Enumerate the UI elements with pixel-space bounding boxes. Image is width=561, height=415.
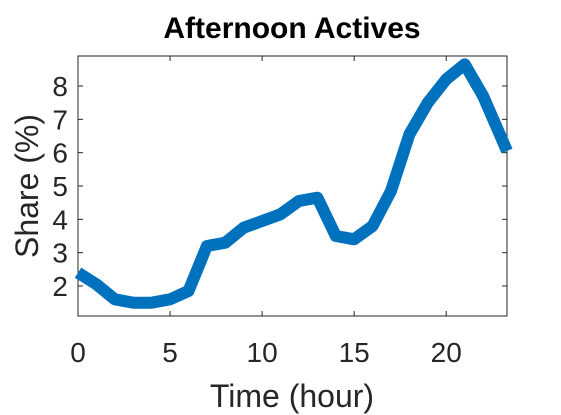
x-tick-label: 5 — [162, 337, 178, 368]
x-tick-label: 20 — [431, 337, 462, 368]
y-tick-label: 8 — [52, 71, 68, 102]
y-tick-label: 2 — [52, 271, 68, 302]
y-tick-label: 5 — [52, 171, 68, 202]
y-tick-label: 3 — [52, 238, 68, 269]
y-axis-label: Share (%) — [9, 114, 45, 258]
x-tick-label: 10 — [247, 337, 278, 368]
y-tick-label: 4 — [52, 204, 68, 235]
x-axis: 0 5 10 15 20 — [70, 56, 462, 368]
x-tick-label: 15 — [339, 337, 370, 368]
y-tick-label: 7 — [52, 104, 68, 135]
x-tick-label: 0 — [70, 337, 86, 368]
series-line — [74, 58, 513, 309]
axes-frame — [77, 55, 508, 317]
chart-title: Afternoon Actives — [163, 12, 420, 45]
x-axis-label: Time (hour) — [210, 378, 374, 414]
y-tick-label: 6 — [52, 138, 68, 169]
